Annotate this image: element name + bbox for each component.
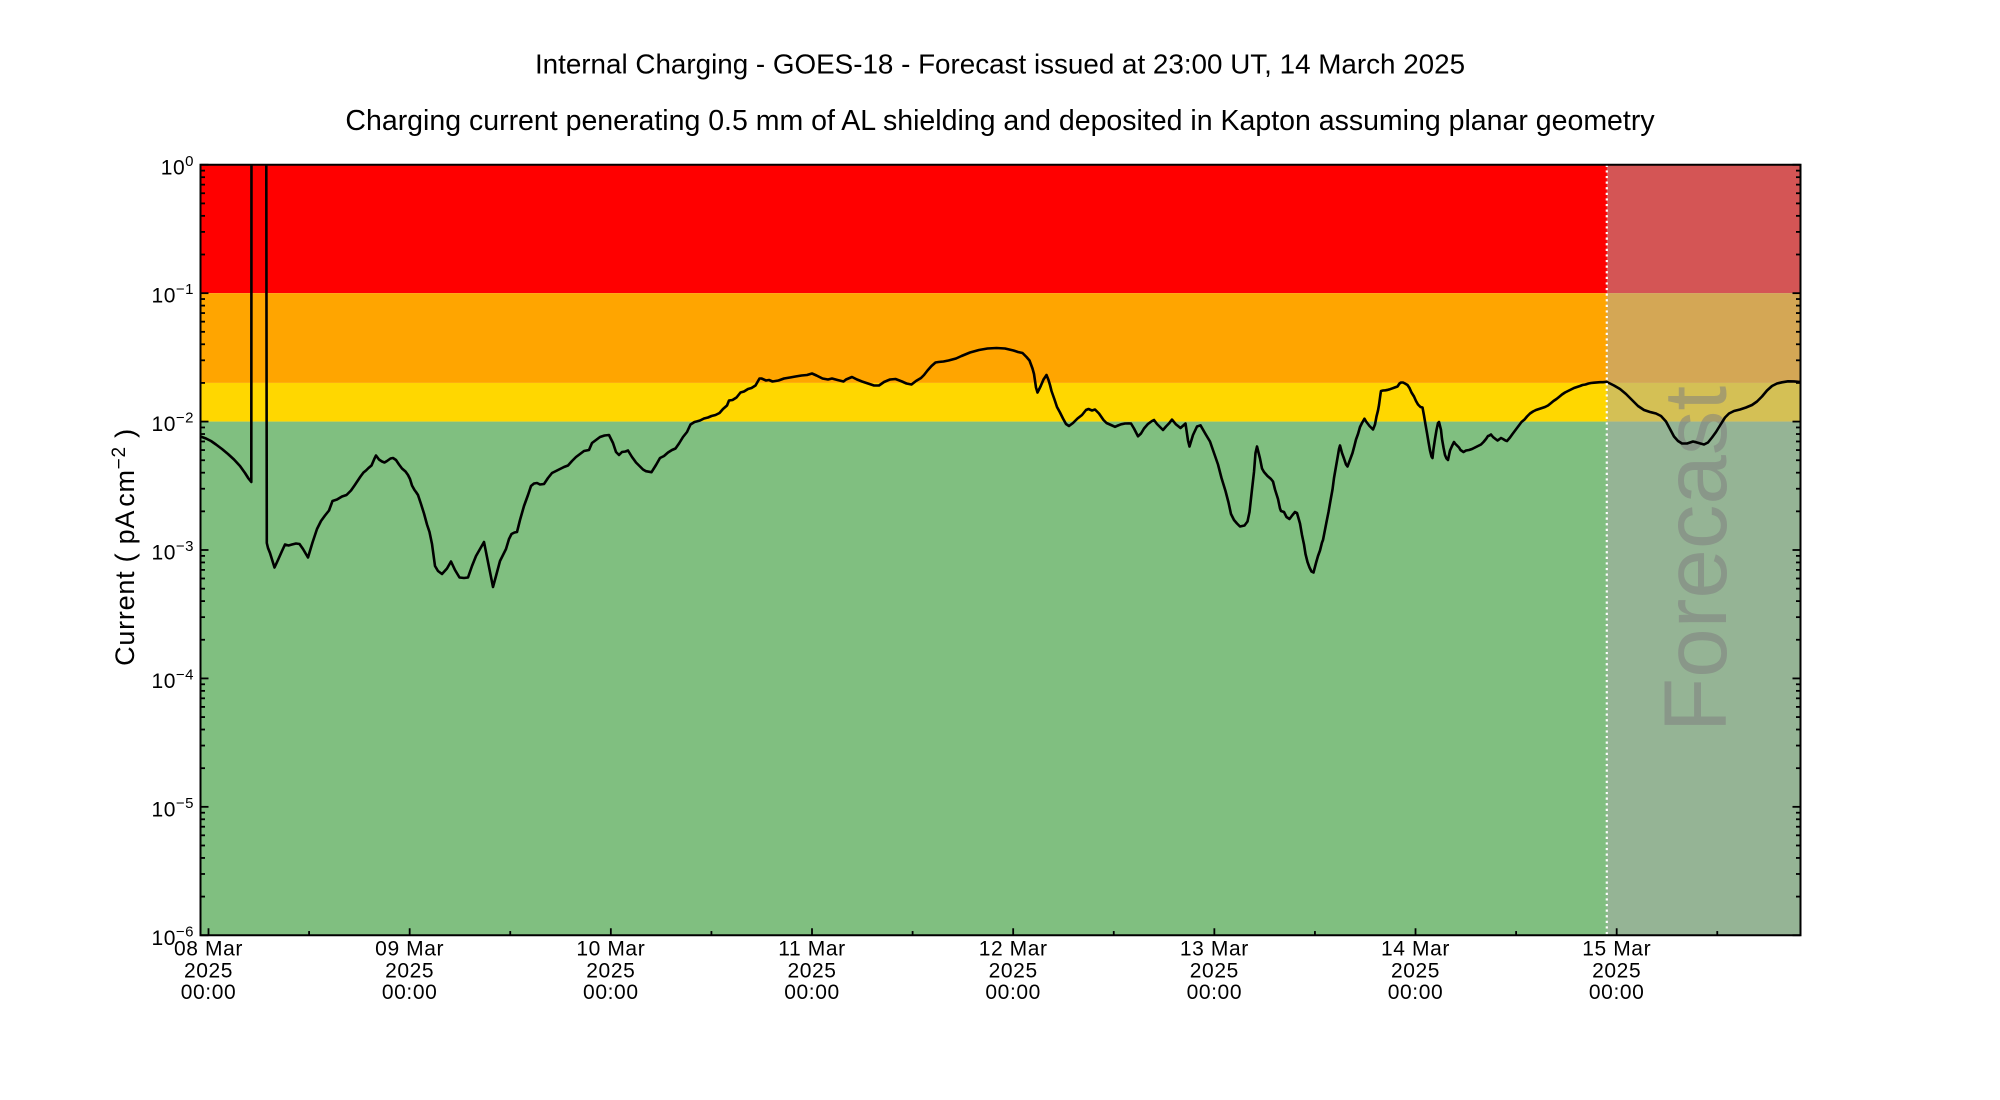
svg-text:Charging current penerating 0.: Charging current penerating 0.5 mm of AL… [345, 105, 1655, 137]
svg-text:10−4: 10−4 [152, 666, 194, 693]
svg-text:100: 100 [161, 153, 194, 180]
svg-text:10−2: 10−2 [152, 410, 194, 437]
svg-text:Current ( pA cm−2 ): Current ( pA cm−2 ) [109, 428, 140, 666]
svg-text:10−1: 10−1 [152, 281, 194, 308]
svg-text:10−3: 10−3 [152, 538, 194, 565]
svg-text:Forecast: Forecast [1645, 386, 1745, 732]
svg-text:Internal Charging - GOES-18 -: Internal Charging - GOES-18 - Forecast i… [535, 49, 1465, 80]
svg-text:10−5: 10−5 [152, 795, 194, 822]
